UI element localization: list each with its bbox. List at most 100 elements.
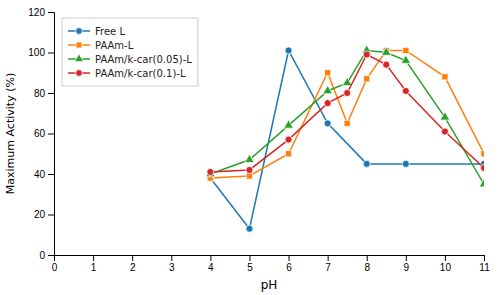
tick-label: 8 xyxy=(364,262,370,273)
data-point xyxy=(364,76,370,82)
tick: 11 xyxy=(479,255,490,273)
tick-mark xyxy=(406,255,407,261)
legend-item: Free L xyxy=(68,26,125,37)
marks xyxy=(206,45,484,232)
data-point xyxy=(381,47,391,55)
tick: 7 xyxy=(325,255,331,273)
data-point xyxy=(344,89,351,96)
legend: Free L PAAm-L PAAm/k-car(0.05)-L PAAm/k-car… xyxy=(62,18,198,86)
legend-item: PAAm/k-car(0.05)-L xyxy=(68,54,192,65)
tick-label: 5 xyxy=(247,262,253,273)
data-point xyxy=(285,47,292,54)
data-point xyxy=(324,120,331,127)
data-point xyxy=(481,151,484,157)
tick-label: 120 xyxy=(28,7,45,18)
tick-mark xyxy=(48,53,54,54)
tick-mark xyxy=(93,255,94,261)
legend-symbol xyxy=(76,70,83,77)
data-point xyxy=(207,168,214,175)
tick: 60 xyxy=(34,128,54,139)
data-point xyxy=(383,61,390,68)
tick-label: 2 xyxy=(130,262,136,273)
tick-label: 40 xyxy=(34,169,46,180)
legend-label: Free L xyxy=(95,26,125,37)
series-line xyxy=(210,55,484,172)
legend-item: PAAm/k-car(0.1)-L xyxy=(68,68,186,79)
axis-line xyxy=(48,13,55,256)
y-axis: 0 20 40 60 80 100 120 xyxy=(28,7,54,261)
tick: 0 xyxy=(52,255,58,273)
plot: 0 1 2 3 4 5 6 7 8 9 10 11 0 20 40 60 80 100 120 Free L PAAm-… xyxy=(28,7,490,273)
tick-mark xyxy=(484,255,485,261)
y-axis-title: Maximum Activity (%) xyxy=(4,73,17,194)
tick-label: 60 xyxy=(34,128,46,139)
data-point xyxy=(363,160,370,167)
legend-symbol xyxy=(76,42,82,48)
tick-mark xyxy=(249,255,250,261)
tick-mark xyxy=(210,255,211,261)
legend-box xyxy=(62,18,198,86)
tick-label: 1 xyxy=(91,262,97,273)
tick: 9 xyxy=(404,255,410,273)
tick: 120 xyxy=(28,7,54,18)
tick: 100 xyxy=(28,47,54,58)
tick-label: 3 xyxy=(169,262,175,273)
data-point xyxy=(246,225,253,232)
data-point xyxy=(324,100,331,107)
tick-mark xyxy=(48,12,54,13)
x-axis: 0 1 2 3 4 5 6 7 8 9 10 11 xyxy=(52,255,490,273)
tick: 2 xyxy=(130,255,136,273)
tick-mark xyxy=(367,255,368,261)
x-axis-title: pH xyxy=(261,278,278,292)
tick-mark xyxy=(328,255,329,261)
data-point xyxy=(403,47,409,53)
tick-label: 10 xyxy=(440,262,452,273)
tick: 8 xyxy=(364,255,370,273)
tick-mark xyxy=(48,255,54,256)
tick: 10 xyxy=(440,255,452,273)
tick: 1 xyxy=(91,255,97,273)
tick-mark xyxy=(171,255,172,261)
tick-label: 6 xyxy=(286,262,292,273)
legend-label: PAAm/k-car(0.05)-L xyxy=(95,54,192,65)
data-point xyxy=(342,77,352,85)
tick-label: 4 xyxy=(208,262,214,273)
tick-label: 7 xyxy=(325,262,331,273)
tick: 3 xyxy=(169,255,175,273)
tick-mark xyxy=(445,255,446,261)
tick: 20 xyxy=(34,209,54,220)
legend-item: PAAm-L xyxy=(68,40,134,51)
data-point xyxy=(441,128,448,135)
data-point xyxy=(480,164,484,171)
tick: 0 xyxy=(39,250,54,261)
legend-symbol xyxy=(76,28,83,35)
data-point xyxy=(246,166,253,173)
tick-label: 100 xyxy=(28,47,45,58)
data-point xyxy=(401,55,411,63)
tick-mark xyxy=(48,215,54,216)
data-point xyxy=(344,120,350,126)
tick-label: 0 xyxy=(52,262,58,273)
tick-mark xyxy=(48,174,54,175)
data-point xyxy=(402,87,409,94)
data-point xyxy=(285,136,292,143)
tick-label: 0 xyxy=(39,250,45,261)
tick-label: 80 xyxy=(34,88,46,99)
legend-label: PAAm-L xyxy=(95,40,134,51)
chart: 0 1 2 3 4 5 6 7 8 9 10 11 0 20 40 60 80 100 120 Free L PAAm-… xyxy=(0,0,500,295)
legend-label: PAAm/k-car(0.1)-L xyxy=(95,68,186,79)
data-point xyxy=(284,120,294,128)
data-point xyxy=(479,179,484,187)
series-line xyxy=(210,50,484,228)
tick-label: 9 xyxy=(404,262,410,273)
data-point xyxy=(363,51,370,58)
tick: 4 xyxy=(208,255,214,273)
tick-mark xyxy=(132,255,133,261)
tick-mark xyxy=(48,93,54,94)
data-point xyxy=(323,85,333,93)
data-point xyxy=(442,74,448,80)
data-point xyxy=(285,151,291,157)
series-line xyxy=(210,50,484,184)
data-point xyxy=(440,112,450,120)
tick: 80 xyxy=(34,88,54,99)
